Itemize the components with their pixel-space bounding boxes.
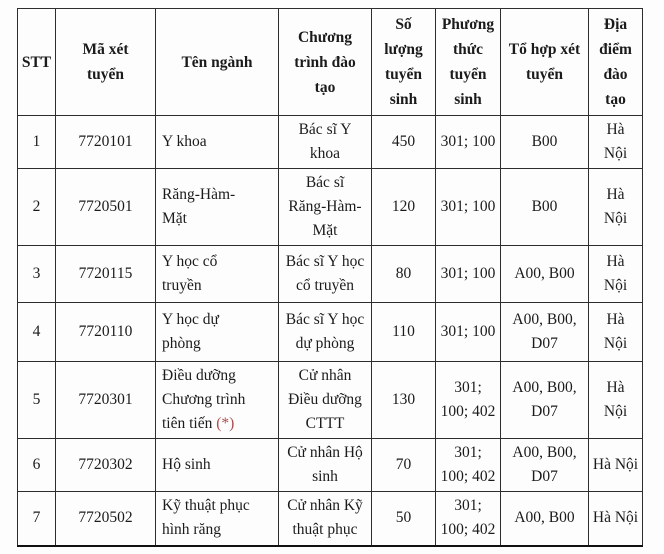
table-row: 4 7720110 Y học dự phòng Bác sĩ Y học dự… [17,302,643,362]
table-row: 6 7720302 Hộ sinh Cử nhân Hộ sinh 70 301… [17,438,643,492]
cell-to-hop: B00 [500,115,589,169]
cell-so-luong: 80 [371,245,436,303]
cell-so-luong: 130 [371,361,436,439]
table-row: 1 7720101 Y khoa Bác sĩ Y khoa 450 301; … [17,115,643,169]
cell-dia-diem: Hà Nội [588,361,643,439]
header-ma-xet-tuyen: Mã xét tuyển [55,8,156,116]
cell-phuong-thuc: 301; 100 [435,302,501,362]
cell-chuong-trinh: Bác sĩ Y học dự phòng [278,302,372,362]
cell-chuong-trinh: Cử nhân Kỹ thuật phục [278,491,372,546]
header-ten-nganh: Tên ngành [155,8,279,116]
cell-chuong-trinh: Cử nhân Điều dưỡng CTTT [278,361,372,439]
cell-ten-nganh: Y học cổ truyền [155,245,279,303]
header-dia-diem-dao-tao: Địa điểm đào tạo [588,8,643,116]
cell-so-luong: 110 [371,302,436,362]
cell-ten-nganh: Điều dưỡng Chương trình tiên tiến (*) [155,361,279,439]
header-phuong-thuc-tuyen-sinh: Phương thức tuyển sinh [435,8,501,116]
cell-ten-nganh: Răng-Hàm- Mặt [155,168,279,246]
cell-so-luong: 70 [371,438,436,492]
header-chuong-trinh-dao-tao: Chương trình đào tạo [278,8,372,116]
cell-ten-nganh: Y khoa [155,115,279,169]
cell-stt: 6 [17,438,56,492]
cell-to-hop: A00, B00 [500,491,589,546]
cell-dia-diem: Hà Nội [588,168,643,246]
table-row: 3 7720115 Y học cổ truyền Bác sĩ Y học c… [17,245,643,303]
cell-stt: 7 [17,491,56,546]
cell-phuong-thuc: 301; 100 [435,245,501,303]
cell-stt: 4 [17,302,56,362]
cell-ten-nganh: Kỹ thuật phục hình răng [155,491,279,546]
cell-dia-diem: Hà Nội [588,302,643,362]
cell-dia-diem: Hà Nội [588,491,643,546]
cell-chuong-trinh: Bác sĩ Y học cổ truyền [278,245,372,303]
cell-phuong-thuc: 301; 100; 402 [435,491,501,546]
table-row: 5 7720301 Điều dưỡng Chương trình tiên t… [17,361,643,439]
cell-stt: 3 [17,245,56,303]
cell-ma-xet-tuyen: 7720502 [55,491,156,546]
cell-phuong-thuc: 301; 100 [435,115,501,169]
cell-to-hop: A00, B00 [500,245,589,303]
table-row: 7 7720502 Kỹ thuật phục hình răng Cử nhâ… [17,491,643,546]
header-to-hop-xet-tuyen: Tổ hợp xét tuyển [500,8,589,116]
table-body: 1 7720101 Y khoa Bác sĩ Y khoa 450 301; … [17,115,643,546]
cell-stt: 1 [17,115,56,169]
cell-ten-nganh: Y học dự phòng [155,302,279,362]
cell-dia-diem: Hà Nội [588,438,643,492]
cell-dia-diem: Hà Nội [588,245,643,303]
cell-ma-xet-tuyen: 7720101 [55,115,156,169]
header-so-luong-tuyen-sinh: Số lượng tuyển sinh [371,8,436,116]
cell-ma-xet-tuyen: 7720110 [55,302,156,362]
cell-dia-diem: Hà Nội [588,115,643,169]
cell-ten-nganh: Hộ sinh [155,438,279,492]
cell-to-hop: A00, B00, D07 [500,438,589,492]
cell-ma-xet-tuyen: 7720115 [55,245,156,303]
cell-ma-xet-tuyen: 7720501 [55,168,156,246]
admissions-table: STT Mã xét tuyển Tên ngành Chương trình … [17,8,643,547]
cell-to-hop: A00, B00, D07 [500,361,589,439]
cell-chuong-trinh: Cử nhân Hộ sinh [278,438,372,492]
cell-so-luong: 120 [371,168,436,246]
cell-to-hop: A00, B00, D07 [500,302,589,362]
advanced-program-footnote: (*) [216,415,235,432]
cell-chuong-trinh: Bác sĩ Y khoa [278,115,372,169]
cell-so-luong: 450 [371,115,436,169]
cell-stt: 2 [17,168,56,246]
table-header: STT Mã xét tuyển Tên ngành Chương trình … [17,8,643,116]
major-name: Điều dưỡng Chương trình tiên tiến [162,367,246,432]
cell-stt: 5 [17,361,56,439]
cell-phuong-thuc: 301; 100; 402 [435,361,501,439]
cell-ma-xet-tuyen: 7720301 [55,361,156,439]
cell-phuong-thuc: 301; 100 [435,168,501,246]
cell-to-hop: B00 [500,168,589,246]
cell-so-luong: 50 [371,491,436,546]
header-stt: STT [17,8,56,116]
table-row: 2 7720501 Răng-Hàm- Mặt Bác sĩ Răng-Hàm-… [17,168,643,246]
cell-phuong-thuc: 301; 100; 402 [435,438,501,492]
cell-ma-xet-tuyen: 7720302 [55,438,156,492]
header-row: STT Mã xét tuyển Tên ngành Chương trình … [17,8,643,116]
cell-chuong-trinh: Bác sĩ Răng-Hàm- Mặt [278,168,372,246]
